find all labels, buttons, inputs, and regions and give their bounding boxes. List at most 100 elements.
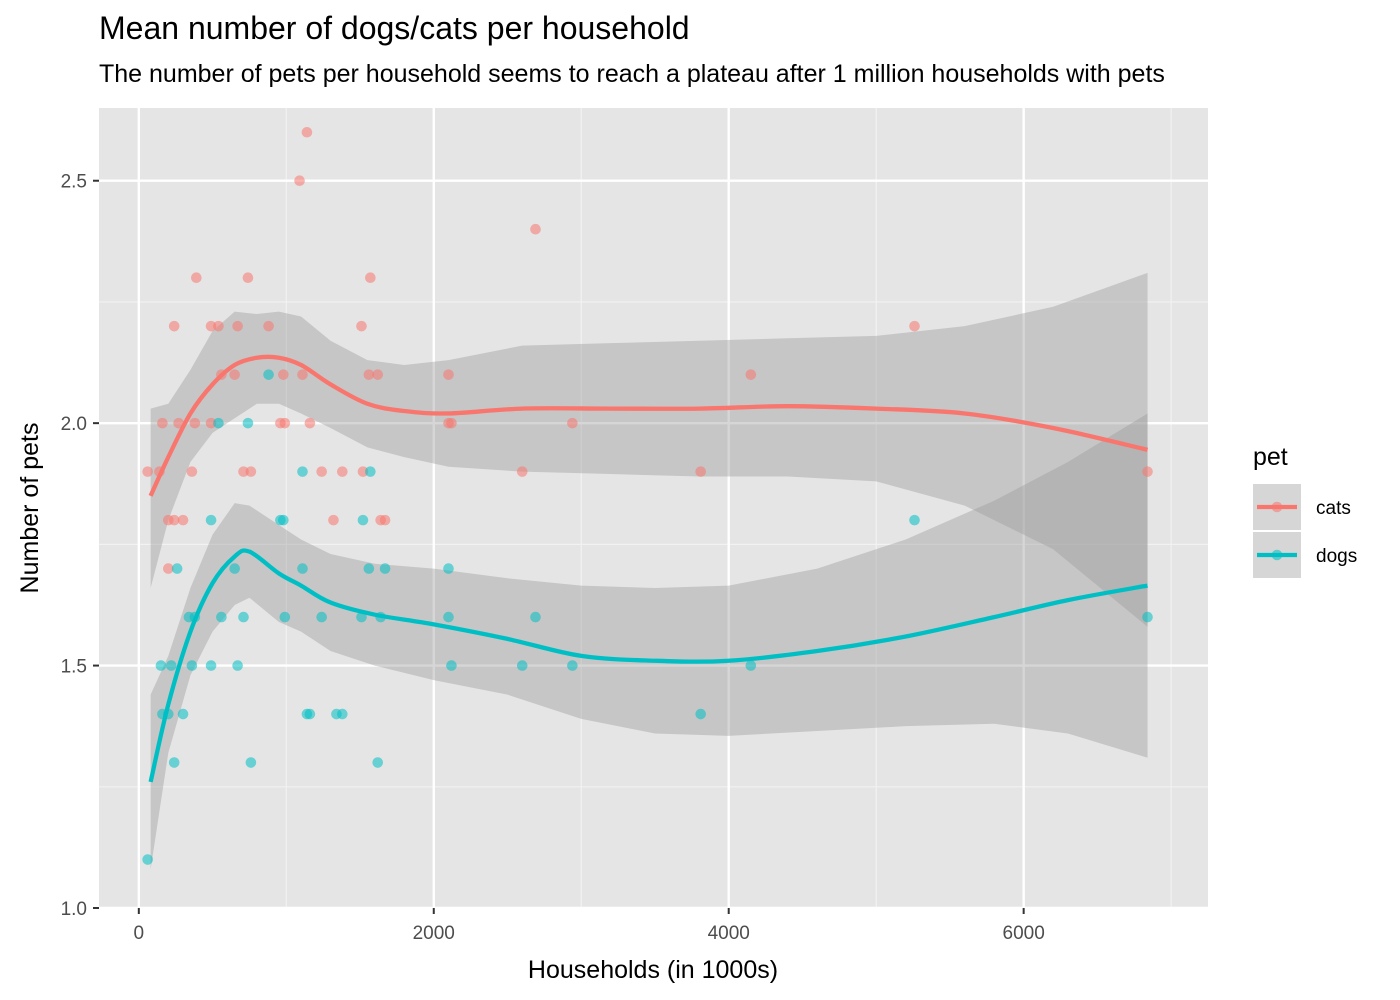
data-point-dogs bbox=[530, 611, 541, 623]
data-point-dogs bbox=[297, 563, 308, 574]
legend-point-cats bbox=[1271, 501, 1283, 513]
confidence-bands bbox=[150, 272, 1148, 870]
data-point-dogs bbox=[177, 708, 189, 720]
smooth-line-cats bbox=[148, 354, 1149, 497]
data-point-cats bbox=[213, 320, 224, 332]
data-point-dogs bbox=[297, 466, 308, 477]
data-point-cats bbox=[245, 466, 257, 477]
ci-band-cats bbox=[150, 272, 1148, 627]
data-point-cats bbox=[278, 369, 289, 380]
legend: pet cats dogs bbox=[1253, 443, 1357, 578]
data-point-dogs bbox=[186, 660, 198, 671]
data-point-dogs bbox=[379, 563, 391, 574]
data-point-cats bbox=[567, 417, 578, 429]
x-tick-label: 6000 bbox=[1003, 923, 1045, 944]
data-point-cats bbox=[189, 417, 201, 429]
data-point-cats bbox=[279, 417, 291, 429]
x-tick-label: 0 bbox=[134, 923, 145, 944]
data-point-dogs bbox=[365, 466, 376, 477]
data-point-dogs bbox=[278, 514, 289, 526]
data-point-cats bbox=[205, 320, 217, 332]
data-point-cats bbox=[297, 369, 308, 380]
data-point-dogs bbox=[165, 660, 177, 671]
data-point-dogs bbox=[263, 369, 274, 380]
data-point-cats bbox=[443, 369, 454, 380]
chart-subtitle: The number of pets per household seems t… bbox=[99, 60, 1165, 88]
data-point-dogs bbox=[1142, 611, 1153, 623]
data-point-cats bbox=[1142, 466, 1153, 477]
chart-title: Mean number of dogs/cats per household bbox=[99, 10, 690, 46]
y-tick-label: 1.0 bbox=[61, 899, 87, 920]
x-axis-title: Households (in 1000s) bbox=[528, 956, 778, 984]
data-point-dogs bbox=[446, 660, 457, 671]
legend-label-dogs: dogs bbox=[1316, 546, 1357, 567]
data-point-cats bbox=[372, 369, 384, 380]
data-point-dogs bbox=[205, 514, 217, 526]
y-tick-label: 2.5 bbox=[61, 172, 87, 193]
axes: 0 2000 4000 6000 1.0 1.5 2.0 2.5 bbox=[61, 172, 1045, 944]
data-point-cats bbox=[745, 369, 757, 380]
x-tick-label: 2000 bbox=[413, 923, 455, 944]
data-point-cats bbox=[294, 175, 305, 187]
data-point-cats bbox=[205, 417, 217, 429]
data-point-dogs bbox=[155, 660, 167, 671]
data-point-dogs bbox=[213, 417, 224, 429]
y-axis-title: Number of pets bbox=[16, 423, 44, 594]
data-point-cats bbox=[379, 514, 391, 526]
data-point-dogs bbox=[304, 708, 316, 720]
data-point-dogs bbox=[337, 708, 348, 720]
data-point-cats bbox=[363, 369, 375, 380]
data-point-dogs bbox=[443, 611, 454, 623]
data-point-dogs bbox=[372, 757, 384, 768]
data-point-dogs bbox=[357, 514, 369, 526]
data-point-cats bbox=[229, 369, 240, 380]
scatter-points bbox=[142, 126, 1153, 865]
data-point-dogs bbox=[245, 757, 257, 768]
data-point-cats bbox=[186, 466, 198, 477]
data-point-cats bbox=[263, 320, 274, 332]
data-point-dogs bbox=[142, 854, 153, 865]
data-point-dogs bbox=[516, 660, 528, 671]
data-point-cats bbox=[530, 223, 541, 235]
data-point-cats bbox=[242, 272, 254, 283]
data-point-cats bbox=[142, 466, 153, 477]
data-point-dogs bbox=[745, 660, 757, 671]
legend-label-cats: cats bbox=[1316, 498, 1351, 519]
y-tick-label: 2.0 bbox=[61, 414, 87, 435]
data-point-cats bbox=[301, 126, 313, 138]
data-point-cats bbox=[337, 466, 348, 477]
data-point-cats bbox=[695, 466, 706, 477]
data-point-dogs bbox=[909, 514, 920, 526]
data-point-dogs bbox=[168, 757, 180, 768]
x-tick-label: 4000 bbox=[708, 923, 750, 944]
data-point-cats bbox=[357, 466, 369, 477]
data-point-cats bbox=[168, 514, 180, 526]
data-point-cats bbox=[191, 272, 202, 283]
data-point-dogs bbox=[443, 563, 454, 574]
data-point-dogs bbox=[229, 563, 240, 574]
data-point-dogs bbox=[205, 660, 217, 671]
smooth-lines bbox=[148, 354, 1149, 783]
data-point-dogs bbox=[171, 563, 183, 574]
data-point-cats bbox=[232, 320, 243, 332]
data-point-dogs bbox=[567, 660, 578, 671]
ci-band-dogs bbox=[150, 413, 1148, 870]
data-point-dogs bbox=[216, 611, 227, 623]
data-point-dogs bbox=[363, 563, 375, 574]
data-point-cats bbox=[909, 320, 920, 332]
data-point-cats bbox=[163, 563, 174, 574]
data-point-dogs bbox=[316, 611, 327, 623]
legend-title: pet bbox=[1253, 443, 1288, 471]
data-point-cats bbox=[168, 320, 180, 332]
data-point-dogs bbox=[242, 417, 254, 429]
data-point-dogs bbox=[279, 611, 291, 623]
data-point-dogs bbox=[232, 660, 243, 671]
data-point-cats bbox=[177, 514, 189, 526]
legend-point-dogs bbox=[1271, 549, 1283, 561]
data-point-cats bbox=[516, 466, 528, 477]
data-point-cats bbox=[316, 466, 327, 477]
data-point-cats bbox=[328, 514, 339, 526]
smooth-line-dogs bbox=[148, 548, 1148, 783]
data-point-dogs bbox=[238, 611, 249, 623]
